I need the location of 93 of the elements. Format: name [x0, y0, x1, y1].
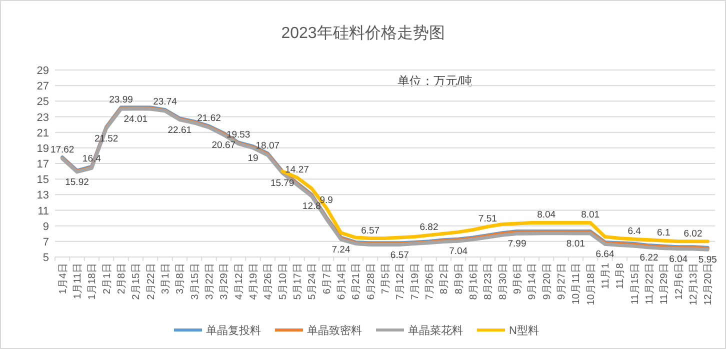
- y-tick-label: 5: [42, 252, 49, 264]
- data-label: 5.95: [698, 254, 717, 266]
- x-tick-label: 5月24日: [307, 263, 318, 300]
- data-label: 15.79: [270, 178, 294, 189]
- data-label: 20.67: [212, 140, 236, 151]
- x-tick-label: 11月8: [615, 262, 626, 289]
- x-tick-label: 8月9日: [454, 263, 465, 294]
- y-tick-label: 9: [42, 220, 49, 233]
- legend-label: 单晶致密料: [307, 324, 362, 337]
- x-tick-label: 4月12日: [234, 263, 245, 300]
- y-tick-label: 13: [36, 190, 49, 202]
- x-tick-label: 2月22日: [146, 263, 157, 300]
- data-label: 14.27: [285, 164, 309, 176]
- y-tick-label: 21: [36, 127, 49, 140]
- y-tick-label: 23: [36, 112, 49, 124]
- x-tick-label: 1月4日: [58, 263, 69, 294]
- x-tick-label: 1月18日: [87, 263, 98, 300]
- x-tick-label: 6月7日: [322, 263, 333, 294]
- data-label: 24.01: [124, 114, 148, 125]
- x-tick-label: 10月11日: [571, 263, 582, 305]
- x-tick-label: 3月29日: [219, 263, 230, 300]
- x-tick-label: 11月1: [600, 262, 612, 289]
- x-tick-label: 3月15日: [190, 263, 201, 300]
- data-label: 7.99: [508, 238, 526, 250]
- x-tick-label: 12月13日: [688, 263, 700, 306]
- x-tick-label: 6月14日: [336, 263, 348, 300]
- x-tick-label: 11月22日: [644, 263, 656, 305]
- x-tick-label: 11月29日: [659, 263, 670, 305]
- data-label: 23.99: [109, 94, 133, 106]
- legend-label: 单晶菜花料: [408, 324, 463, 337]
- data-label: 6.4: [628, 226, 641, 238]
- y-tick-label: 29: [36, 65, 49, 77]
- x-tick-label: 3月1日: [160, 263, 172, 294]
- data-label: 6.04: [669, 254, 688, 265]
- data-label: 7.24: [332, 244, 350, 256]
- x-tick-label: 12月6日: [674, 263, 685, 300]
- data-label: 8.01: [566, 238, 585, 250]
- x-tick-label: 2月8日: [116, 263, 128, 294]
- data-label: 21.62: [197, 113, 221, 124]
- x-tick-label: 5月17日: [292, 263, 304, 300]
- x-tick-label: 12月20日: [703, 263, 714, 306]
- legend-label: 单晶复投料: [206, 324, 261, 337]
- x-tick-label: 4月26日: [263, 263, 274, 300]
- data-label: 7.51: [478, 214, 497, 225]
- data-label: 6.57: [390, 250, 409, 261]
- x-tick-label: 2月1日: [102, 263, 113, 294]
- y-tick-label: 7: [42, 236, 49, 248]
- x-tick-label: 7月26日: [424, 263, 436, 300]
- data-label: 23.74: [153, 96, 177, 108]
- y-tick-label: 19: [36, 142, 49, 155]
- data-label: 17.62: [50, 144, 74, 156]
- data-label: 6.64: [596, 249, 614, 260]
- y-tick-label: 11: [38, 205, 49, 218]
- data-label: 6.57: [361, 225, 380, 236]
- x-tick-label: 3月22日: [204, 263, 216, 300]
- y-tick-label: 27: [36, 80, 49, 93]
- x-tick-label: 9月14日: [527, 263, 538, 300]
- x-tick-label: 7月5日: [380, 263, 392, 294]
- data-label: 12.8: [302, 201, 321, 212]
- x-tick-label: 10月18日: [586, 263, 597, 306]
- data-label: 8.01: [581, 210, 600, 221]
- x-tick-label: 9月20日: [542, 263, 553, 300]
- data-label: 6.02: [684, 228, 702, 240]
- x-tick-label: 7月19日: [410, 263, 421, 300]
- x-tick-label: 5月10日: [278, 263, 289, 300]
- data-label: 15.92: [65, 176, 89, 188]
- x-tick-label: 8月2日: [439, 263, 450, 294]
- data-label: 22.61: [168, 124, 192, 136]
- x-tick-label: 9月6日: [512, 263, 524, 294]
- x-tick-label: 7月12日: [395, 263, 406, 300]
- x-tick-label: 9月27日: [556, 263, 568, 300]
- data-label: 7.04: [449, 246, 468, 258]
- x-tick-label: 3月8日: [175, 263, 186, 294]
- x-tick-label: 1月11日: [72, 263, 84, 299]
- data-label: 6.22: [640, 252, 658, 264]
- x-tick-label: 6月28日: [366, 263, 377, 300]
- x-tick-label: 6月21日: [351, 263, 362, 300]
- data-label: 19: [248, 152, 258, 164]
- chart-title: 2023年硅料价格走势图: [281, 24, 445, 42]
- legend-label: N型料: [509, 324, 539, 337]
- data-label: 8.04: [537, 210, 556, 221]
- y-tick-label: 25: [36, 96, 49, 108]
- y-tick-label: 15: [36, 174, 49, 186]
- x-tick-label: 8月16日: [468, 263, 480, 300]
- data-label: 6.82: [420, 222, 438, 234]
- x-tick-label: 4月19日: [248, 263, 260, 300]
- x-tick-label: 2月15日: [131, 263, 142, 300]
- y-tick-label: 17: [36, 158, 49, 170]
- data-label: 18.07: [256, 140, 280, 152]
- data-label: 6.1: [657, 228, 670, 239]
- x-tick-label: 8月30日: [498, 263, 509, 300]
- x-tick-label: 11月15日: [630, 263, 641, 305]
- x-tick-label: 8月23日: [483, 263, 494, 300]
